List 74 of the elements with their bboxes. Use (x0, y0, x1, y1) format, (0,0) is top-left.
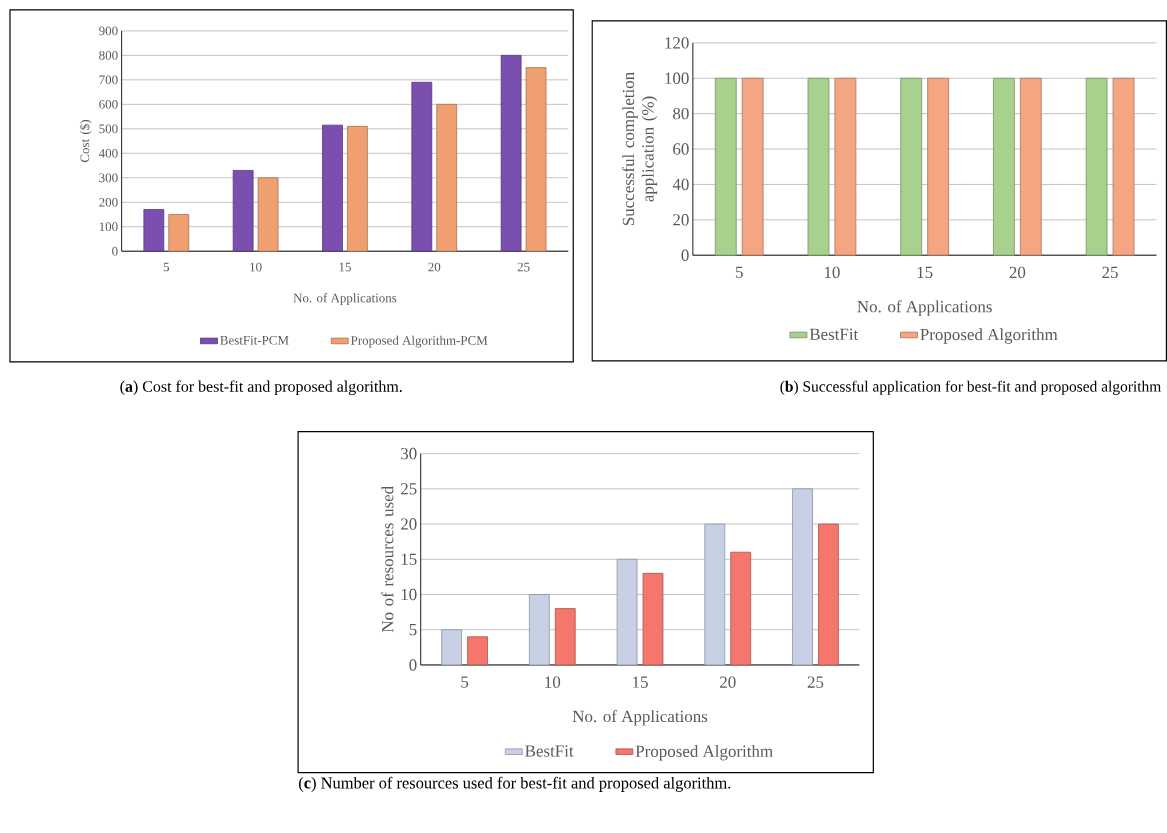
y-tick-label: 0 (681, 249, 689, 261)
text: (b) Successful application for best-fit and proposed algorithm (780, 380, 1162, 395)
bar (704, 523, 726, 666)
bar (528, 593, 550, 666)
bar (500, 54, 522, 252)
legend-label: BestFit (809, 328, 859, 340)
y-tick-label: 80 (673, 107, 689, 120)
y-tick-label: 0 (112, 246, 118, 256)
y-tick-label: 25 (401, 482, 417, 495)
legend-label: Proposed Algorithm (920, 328, 1058, 344)
x-tick-label: 5 (735, 266, 743, 278)
y-tick-label: 300 (99, 173, 118, 182)
x-tick-label: 10 (824, 266, 840, 278)
bar (818, 523, 839, 666)
x-axis-title: No. of Applications (857, 300, 992, 316)
bar (322, 124, 343, 252)
y-axis-title: Cost ($) (79, 119, 92, 162)
bar (411, 81, 433, 252)
bar (467, 636, 488, 666)
y-axis-title: Successful completion application (%) (622, 71, 658, 225)
x-axis-title: No. of Applications (572, 709, 708, 726)
bar (730, 551, 752, 666)
x-tick-label: 5 (461, 676, 469, 688)
bar (168, 213, 190, 252)
y-tick-label: 5 (409, 623, 417, 636)
bar (642, 572, 664, 666)
y-tick-label: 200 (99, 197, 118, 207)
y-tick-label: 15 (401, 553, 417, 565)
text: (a) Cost for best-fit and proposed algorithm. (120, 380, 402, 395)
bar (525, 67, 547, 252)
y-tick-label: 120 (665, 36, 689, 49)
x-axis-title: No. of Applications (293, 292, 397, 305)
bar (441, 629, 462, 666)
legend-label: BestFit (525, 745, 574, 757)
y-tick-label: 0 (409, 659, 417, 671)
x-tick-label: 15 (917, 266, 933, 278)
y-tick-label: 40 (672, 178, 689, 190)
bar (616, 558, 638, 666)
y-tick-label: 20 (673, 213, 689, 226)
legend-label: BestFit-PCM (220, 335, 289, 345)
x-tick-label: 25 (517, 262, 530, 272)
y-tick-label: 600 (99, 99, 118, 109)
bar (257, 177, 279, 252)
x-tick-label: 25 (807, 676, 824, 688)
y-axis-title: No of resources used (381, 485, 394, 632)
bar (436, 103, 458, 252)
y-tick-label: 10 (401, 588, 417, 601)
y-tick-label: 20 (401, 518, 417, 530)
bar (347, 125, 368, 252)
y-tick-label: 900 (99, 26, 118, 36)
x-tick-label: 10 (545, 676, 561, 688)
y-tick-label: 100 (665, 72, 689, 84)
legend-label: Proposed Algorithm (635, 744, 773, 761)
bar (554, 607, 576, 666)
bar (792, 488, 813, 666)
bar (232, 169, 254, 252)
x-tick-label: 20 (720, 676, 736, 688)
y-tick-label: 400 (98, 148, 118, 158)
x-tick-label: 15 (633, 676, 648, 688)
y-tick-label: 60 (673, 143, 689, 155)
text: (c) Number of resources used for best-fit and proposed algorithm. (299, 776, 731, 792)
x-tick-label: 10 (250, 262, 262, 272)
x-tick-label: 25 (1102, 266, 1118, 278)
y-tick-label: 700 (99, 75, 118, 85)
x-tick-label: 5 (163, 262, 170, 272)
x-tick-label: 20 (1009, 266, 1026, 278)
y-tick-label: 100 (99, 222, 118, 231)
x-tick-label: 20 (428, 262, 441, 272)
bar (143, 209, 165, 252)
y-tick-label: 500 (99, 124, 118, 133)
y-tick-label: 800 (99, 50, 118, 60)
x-tick-label: 15 (339, 262, 351, 272)
legend-label: Proposed Algorithm-PCM (350, 335, 488, 348)
y-tick-label: 30 (401, 447, 417, 460)
